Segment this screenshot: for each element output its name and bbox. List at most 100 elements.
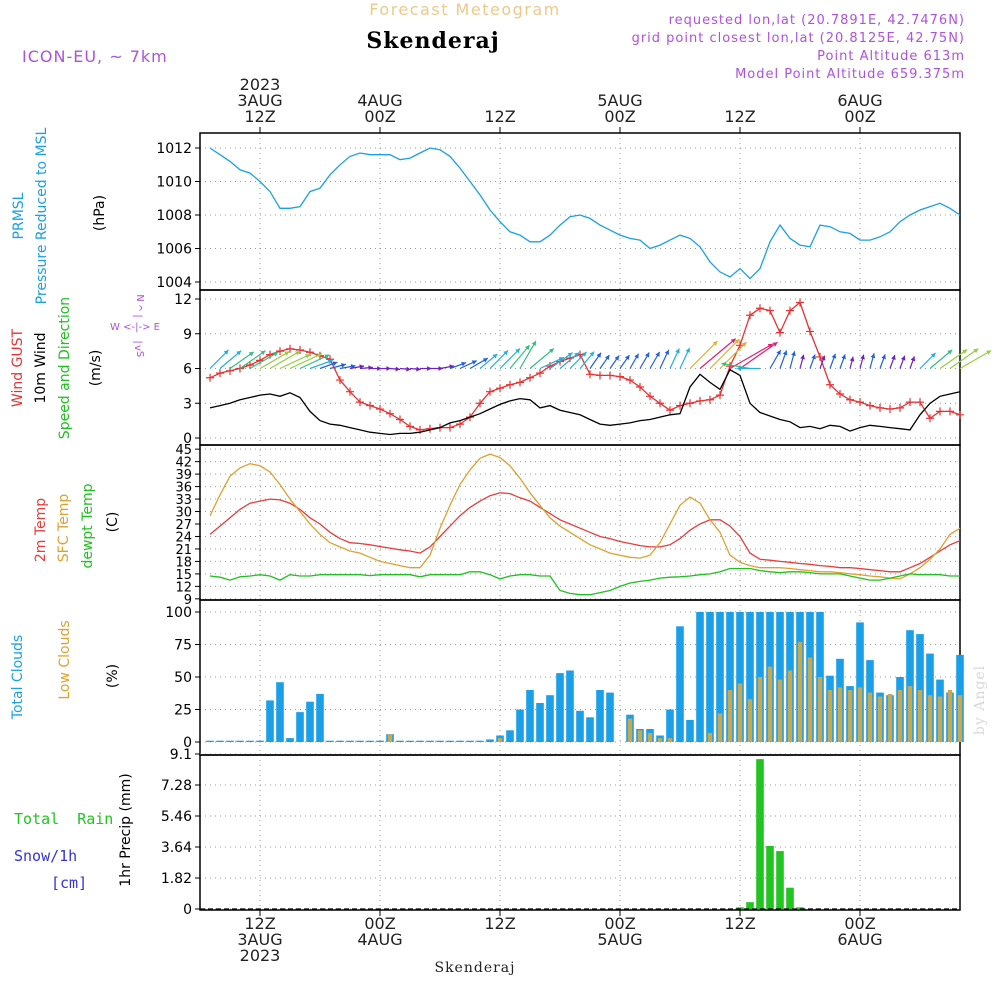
wind-arrow-shaft: [279, 353, 311, 370]
wind-arrow-head: [427, 366, 432, 371]
wind-arrow-head: [910, 356, 916, 362]
low-cloud-bar: [717, 713, 723, 742]
total-cloud-bar: [306, 701, 314, 742]
y-tick-label: 9.1: [170, 747, 192, 763]
precip-unit: 1hr Precip (mm): [118, 773, 134, 886]
gust-marker: [686, 399, 694, 408]
wind-arrow: [319, 361, 338, 370]
y-tick-label: 42: [175, 456, 192, 471]
wind-arrow: [939, 348, 968, 369]
wind-gust-label: Wind GUST: [10, 328, 26, 407]
wind-arrow: [309, 359, 333, 370]
y-tick-label: 7.28: [161, 778, 192, 794]
wind-arrow-shaft: [549, 352, 573, 369]
top-time-label: 00Z: [844, 107, 875, 126]
compass-down: v: [132, 345, 143, 351]
wind-arrow-head: [368, 365, 373, 371]
low-cloud-bar: [917, 690, 923, 742]
wind-arrow-shaft: [519, 340, 537, 369]
pressure-label-1: PRMSL: [11, 192, 27, 239]
gust-marker: [246, 361, 254, 370]
top-time-label: 12Z: [724, 107, 755, 126]
wind-arrow-head: [870, 353, 876, 359]
total-cloud-bar: [516, 709, 524, 742]
rain-bar: [786, 887, 794, 909]
wind-arrow-head: [741, 342, 747, 347]
credit-watermark: by Angel: [972, 665, 988, 735]
low-cloud-bar: [957, 695, 963, 742]
wind-arrow-head: [734, 339, 740, 344]
wind-arrow: [279, 353, 311, 370]
low-cloud-label: Low Clouds: [57, 620, 73, 699]
wind-arrow: [619, 354, 630, 369]
total-cloud-bar: [326, 740, 334, 742]
wind-arrow-shaft: [289, 353, 323, 370]
wind-arrow: [689, 340, 718, 369]
gust-marker: [756, 304, 764, 313]
wind-arrow-shaft: [709, 338, 740, 369]
footer-location: Skenderaj: [434, 960, 515, 976]
forecast-meteogram-title: Forecast Meteogram: [369, 0, 560, 19]
wind-arrow-head: [482, 358, 488, 363]
low-cloud-bar: [747, 699, 753, 742]
rain-bar: [736, 907, 744, 909]
wind-arrow-shaft: [739, 341, 778, 369]
wind-arrow: [721, 361, 751, 370]
compass-up: ^: [132, 304, 143, 312]
total-cloud-bar: [586, 717, 594, 742]
gust-marker: [446, 423, 454, 432]
total-cloud-bar: [676, 626, 684, 742]
wind-arrow: [769, 349, 782, 369]
location-title: Skenderaj: [366, 28, 499, 54]
wind-arrow: [459, 360, 478, 370]
panel-frame: [199, 754, 961, 911]
wind-arrow: [359, 365, 373, 371]
wind-arrow: [809, 354, 816, 369]
wind-arrow: [529, 348, 555, 369]
compass-bar-top: |: [132, 314, 143, 317]
wind-arrow-head: [772, 342, 778, 347]
panel-frame: [199, 132, 961, 291]
gust-marker: [516, 378, 524, 387]
gust-marker: [386, 409, 394, 418]
y-tick-label: 0: [183, 735, 192, 751]
gust-marker: [706, 395, 714, 404]
wind-arrow-head: [236, 350, 242, 356]
top-time-label: 00Z: [364, 107, 395, 126]
low-cloud-bar: [847, 690, 853, 742]
wind-arrow-head: [524, 345, 530, 351]
gust-marker: [356, 398, 364, 407]
wind-arrow-shaft: [259, 351, 290, 370]
low-cloud-bar: [947, 690, 953, 742]
wind-arrow: [629, 353, 640, 369]
low-cloud-bar: [757, 677, 763, 742]
wind-arrow-head: [675, 348, 680, 354]
total-cloud-bar: [686, 719, 694, 742]
wind-arrow-head: [881, 354, 886, 360]
wind-arrow: [739, 341, 778, 369]
low-cloud-bar: [837, 687, 843, 742]
wind-arrow: [779, 350, 788, 369]
low-cloud-bar: [637, 730, 643, 742]
bottom-time-label: 6AUG: [837, 930, 882, 949]
total-cloud-bar: [706, 612, 714, 742]
sfc-label: SFC Temp: [56, 494, 72, 563]
wind-arrow: [829, 353, 837, 369]
wind-arrow-head: [386, 366, 391, 371]
wind-arrow-head: [416, 366, 421, 372]
gust-marker: [786, 306, 794, 315]
y-tick-label: 5.46: [161, 809, 192, 825]
wind-arrow-head: [841, 354, 846, 360]
wind-arrow-head: [831, 353, 837, 359]
gust-marker: [866, 401, 874, 410]
wind-arrow-head: [644, 352, 650, 358]
wind-arrow-head: [820, 355, 826, 361]
wind-arrow-head: [973, 348, 979, 354]
wind-arrow: [819, 355, 826, 369]
compass-bar-bottom: |: [132, 340, 143, 343]
total-cloud-bar: [446, 740, 454, 742]
bottom-time-label: 5AUG: [597, 930, 642, 949]
y-tick-label: 100: [165, 605, 192, 621]
total-cloud-bar: [376, 740, 384, 742]
wind-arrow-head: [548, 348, 554, 354]
